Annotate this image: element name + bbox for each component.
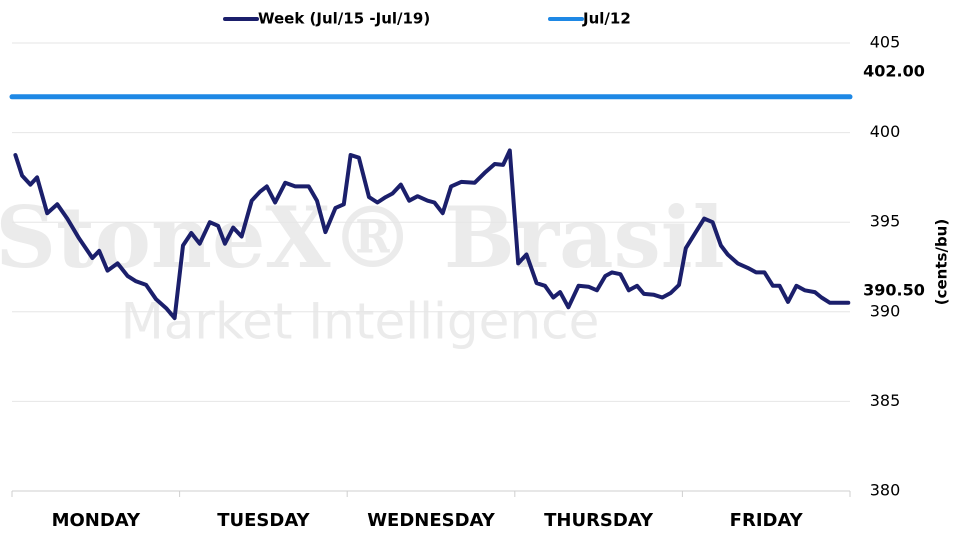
y-tick-label: 395 bbox=[870, 212, 901, 231]
axis-label: (cents/bu) bbox=[933, 219, 951, 305]
x-tick-label: WEDNESDAY bbox=[367, 510, 496, 531]
legend-item: Jul/12 bbox=[548, 10, 631, 28]
y-tick-label: 390 bbox=[870, 301, 901, 320]
y-tick-label: 405 bbox=[870, 33, 901, 52]
end-value-label: 402.00 bbox=[863, 61, 925, 80]
series-line bbox=[13, 148, 851, 321]
legend-label: Week (Jul/15 -Jul/19) bbox=[258, 10, 430, 28]
watermark: Market Intelligence bbox=[121, 293, 600, 351]
y-tick-label: 400 bbox=[870, 122, 901, 141]
x-tick-label: TUESDAY bbox=[217, 510, 310, 531]
legend-item: Week (Jul/15 -Jul/19) bbox=[223, 10, 430, 28]
y-tick-label: 380 bbox=[870, 481, 901, 500]
x-tick-label: FRIDAY bbox=[730, 510, 804, 531]
legend-label: Jul/12 bbox=[582, 10, 631, 28]
y-tick-label: 385 bbox=[870, 391, 901, 410]
end-value-label: 390.50 bbox=[863, 280, 925, 299]
x-tick-label: THURSDAY bbox=[544, 510, 654, 531]
x-tick-label: MONDAY bbox=[52, 510, 141, 531]
